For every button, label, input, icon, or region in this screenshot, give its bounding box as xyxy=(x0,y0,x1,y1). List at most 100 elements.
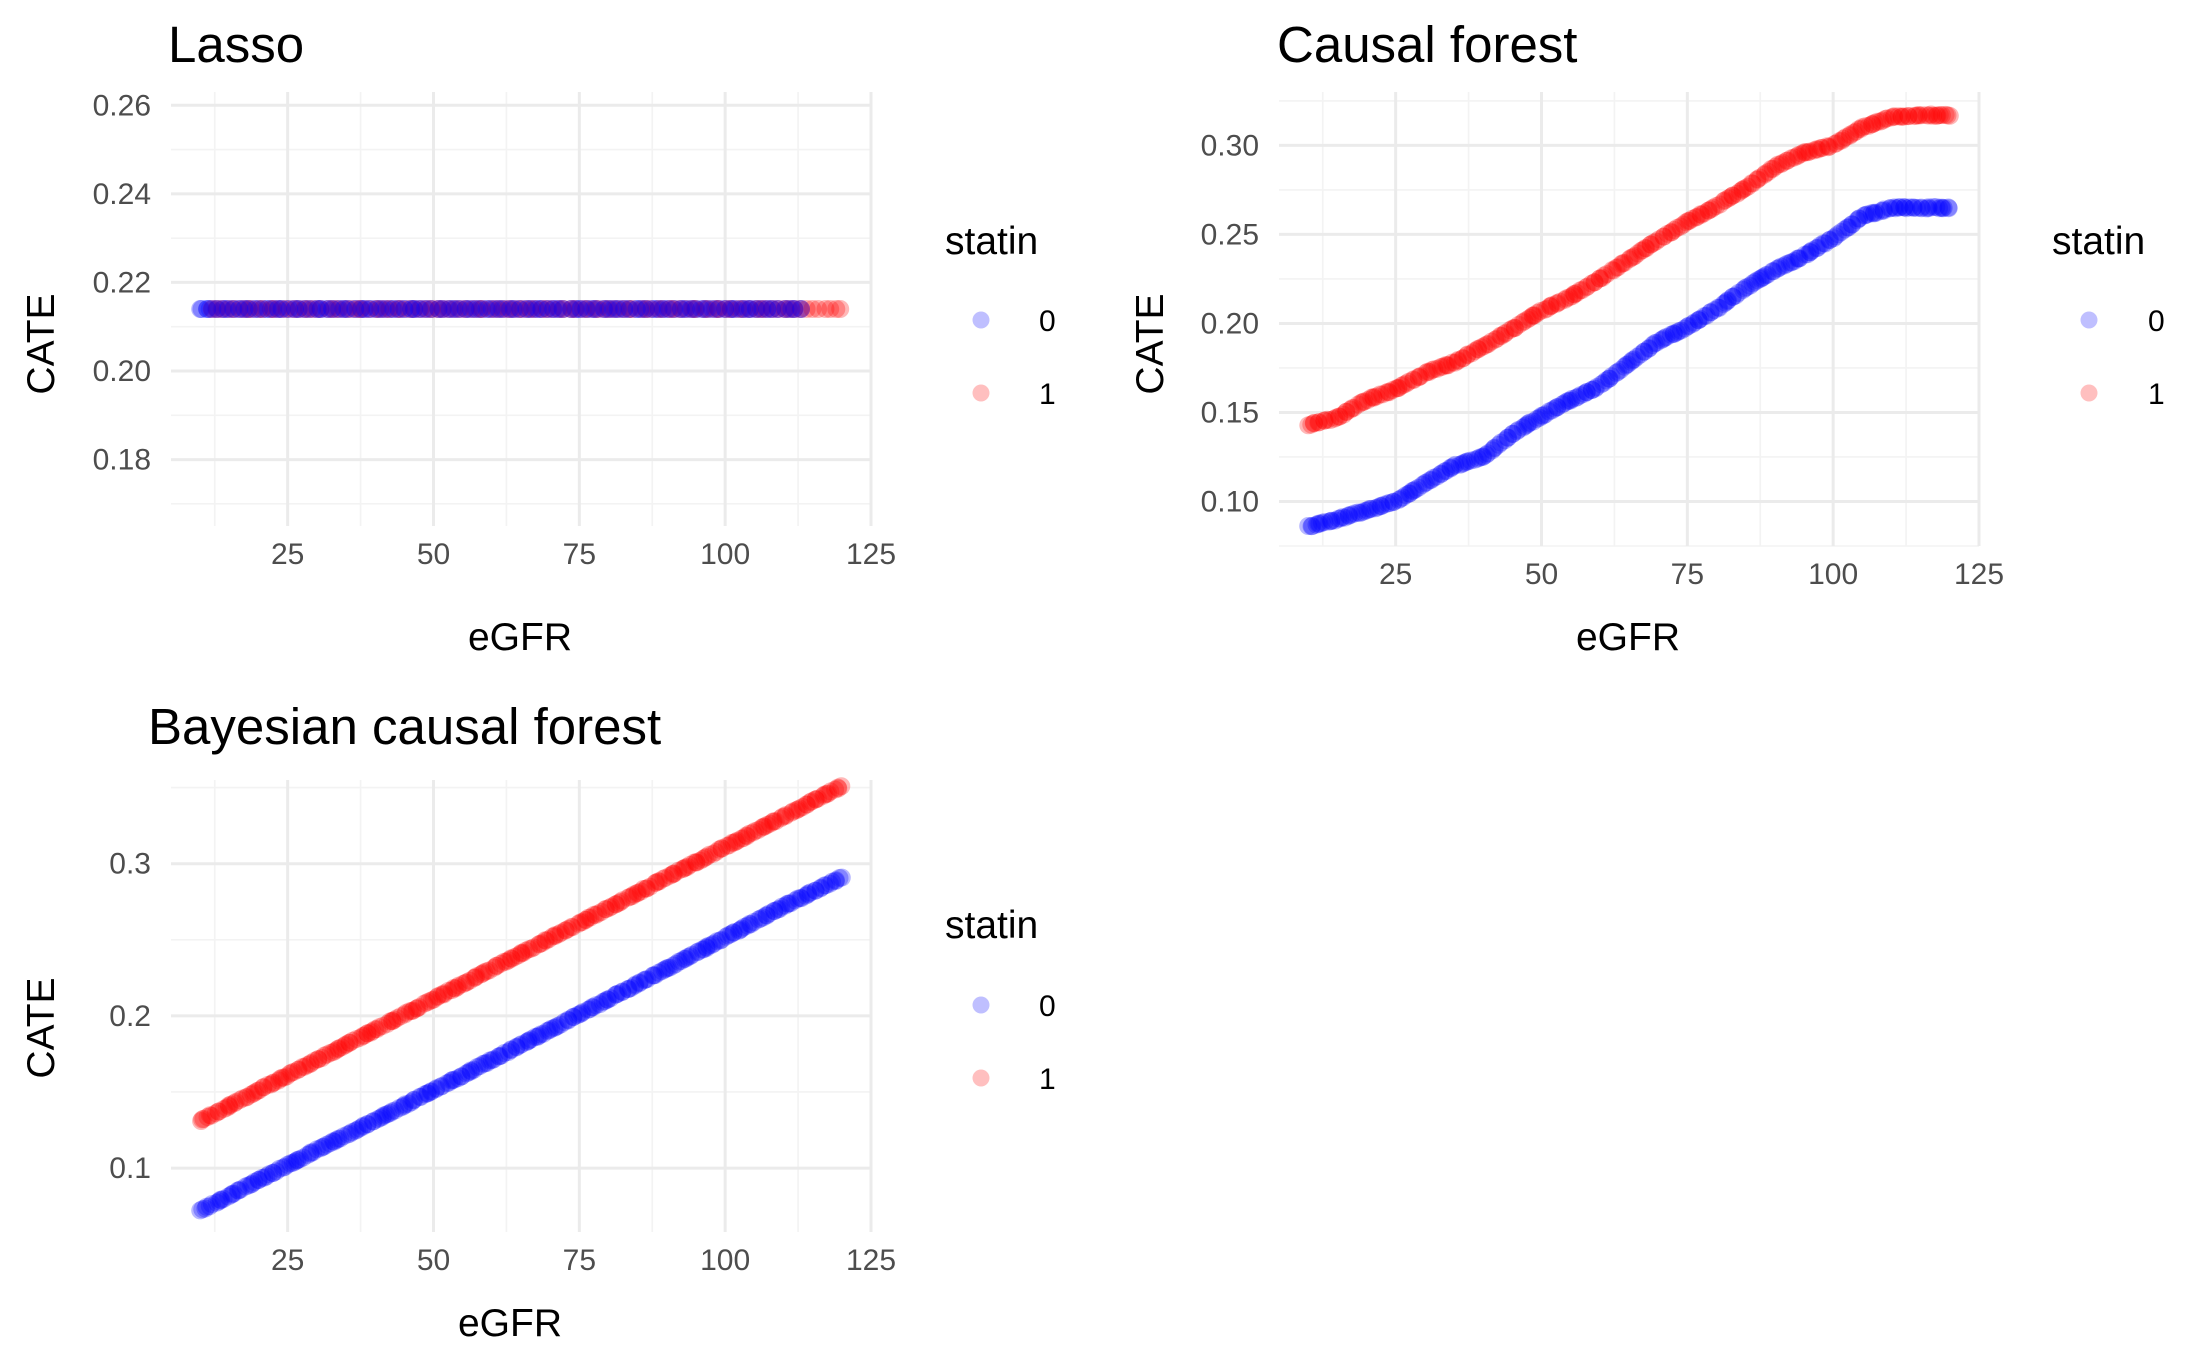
point-statin-0 xyxy=(402,300,420,318)
legend-key-statin-1 xyxy=(972,384,990,402)
point-statin-0 xyxy=(381,1103,400,1122)
point-statin-0 xyxy=(471,300,490,318)
point-statin-1 xyxy=(816,300,835,318)
point-statin-0 xyxy=(1534,406,1553,425)
point-statin-0 xyxy=(559,1010,577,1029)
point-statin-0 xyxy=(1667,323,1686,342)
point-statin-1 xyxy=(262,1075,281,1094)
point-statin-1 xyxy=(348,300,367,318)
point-statin-0 xyxy=(537,300,556,318)
point-statin-0 xyxy=(245,1172,264,1191)
point-statin-0 xyxy=(646,966,665,985)
point-statin-0 xyxy=(295,300,314,318)
point-statin-1 xyxy=(1364,388,1383,407)
point-statin-1 xyxy=(1373,385,1392,404)
point-statin-0 xyxy=(705,300,724,318)
point-statin-1 xyxy=(1538,299,1556,318)
point-statin-1 xyxy=(1882,108,1901,127)
point-statin-1 xyxy=(417,993,436,1012)
point-statin-0 xyxy=(389,300,408,318)
point-statin-1 xyxy=(790,799,809,818)
point-statin-1 xyxy=(1819,138,1838,157)
point-statin-0 xyxy=(1661,325,1680,344)
point-statin-1 xyxy=(373,1016,392,1035)
point-statin-0 xyxy=(256,300,275,318)
point-statin-0 xyxy=(193,1200,212,1219)
point-statin-0 xyxy=(534,1024,553,1043)
point-statin-0 xyxy=(467,300,486,318)
point-statin-1 xyxy=(1449,351,1467,369)
point-statin-0 xyxy=(564,1007,583,1026)
point-statin-1 xyxy=(1495,325,1514,343)
point-statin-1 xyxy=(485,958,504,977)
point-statin-1 xyxy=(422,991,441,1010)
point-statin-1 xyxy=(1813,138,1832,157)
point-statin-1 xyxy=(328,1040,347,1059)
point-statin-1 xyxy=(335,1036,354,1055)
point-statin-1 xyxy=(569,914,588,933)
point-statin-0 xyxy=(1339,506,1358,525)
point-statin-1 xyxy=(623,887,642,905)
point-statin-1 xyxy=(206,1104,225,1123)
point-statin-1 xyxy=(1799,143,1817,162)
point-statin-1 xyxy=(1491,326,1510,345)
point-statin-1 xyxy=(764,812,783,831)
point-statin-1 xyxy=(270,300,289,318)
point-statin-0 xyxy=(786,891,805,910)
point-statin-0 xyxy=(303,300,321,318)
point-statin-0 xyxy=(402,300,421,318)
point-statin-1 xyxy=(537,300,556,318)
legend-title: statin xyxy=(945,904,1038,947)
point-statin-1 xyxy=(424,990,443,1009)
point-statin-1 xyxy=(691,851,710,870)
point-statin-0 xyxy=(1615,357,1634,376)
point-statin-1 xyxy=(1518,310,1537,329)
point-statin-0 xyxy=(283,1153,302,1172)
point-statin-0 xyxy=(677,300,695,318)
point-statin-1 xyxy=(1785,148,1804,167)
point-statin-1 xyxy=(740,824,759,843)
point-statin-0 xyxy=(768,300,787,318)
point-statin-1 xyxy=(556,921,575,940)
point-statin-1 xyxy=(499,951,518,970)
point-statin-1 xyxy=(710,300,728,318)
point-statin-1 xyxy=(1563,287,1582,305)
point-statin-1 xyxy=(549,300,568,318)
point-statin-0 xyxy=(1881,199,1900,218)
point-statin-0 xyxy=(1768,259,1787,278)
point-statin-0 xyxy=(280,300,299,318)
point-statin-0 xyxy=(1772,257,1791,276)
point-statin-0 xyxy=(542,1019,560,1038)
point-statin-1 xyxy=(434,985,453,1004)
point-statin-1 xyxy=(1662,223,1681,242)
point-statin-1 xyxy=(473,300,492,318)
point-statin-1 xyxy=(762,300,781,318)
point-statin-1 xyxy=(342,300,361,318)
point-statin-0 xyxy=(229,1181,248,1200)
point-statin-0 xyxy=(1356,501,1375,520)
point-statin-1 xyxy=(194,1109,213,1128)
point-statin-0 xyxy=(633,300,652,318)
legend-label-statin-1: 1 xyxy=(2148,378,2165,411)
point-statin-1 xyxy=(1578,277,1597,296)
point-statin-0 xyxy=(1368,498,1387,517)
point-statin-0 xyxy=(1415,474,1434,493)
point-statin-1 xyxy=(1789,146,1808,164)
point-statin-0 xyxy=(758,300,777,318)
point-statin-1 xyxy=(219,1096,238,1115)
point-statin-0 xyxy=(801,883,820,902)
point-statin-0 xyxy=(505,300,524,318)
point-statin-0 xyxy=(1473,448,1492,466)
point-statin-0 xyxy=(1669,322,1688,341)
point-statin-1 xyxy=(1409,367,1428,386)
point-statin-1 xyxy=(249,300,268,318)
point-statin-0 xyxy=(488,300,507,318)
point-statin-1 xyxy=(758,815,777,834)
point-statin-0 xyxy=(1315,513,1334,532)
point-statin-0 xyxy=(768,900,787,919)
point-statin-1 xyxy=(1733,180,1752,199)
point-statin-0 xyxy=(1396,486,1415,505)
point-statin-1 xyxy=(368,1020,386,1039)
point-statin-0 xyxy=(554,300,572,318)
point-statin-0 xyxy=(374,1106,393,1125)
